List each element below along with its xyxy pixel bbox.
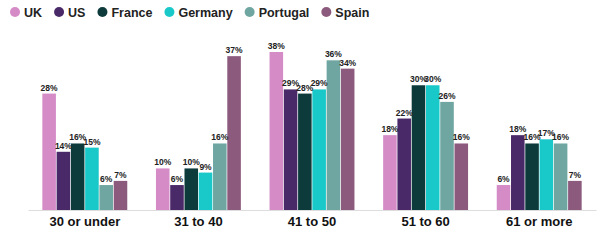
data-label: 29% (311, 78, 328, 88)
bar (440, 102, 454, 210)
data-label: 37% (226, 45, 243, 55)
data-label: 22% (396, 108, 413, 118)
x-tick-label: 51 to 60 (401, 214, 449, 229)
bar (312, 89, 326, 210)
data-label: 7% (569, 170, 582, 180)
legend-label: US (68, 6, 85, 20)
x-tick: 41 to 50 (288, 214, 336, 229)
legend-label: Portugal (259, 6, 310, 20)
legend-label: UK (24, 6, 42, 20)
legend-marker (245, 7, 255, 17)
data-label: 15% (83, 137, 100, 147)
data-label: 16% (211, 132, 228, 142)
legend-marker (10, 7, 20, 17)
bar (99, 185, 113, 210)
x-tick-label: 31 to 40 (174, 214, 222, 229)
legend-item: Germany (164, 6, 232, 20)
data-label: 34% (339, 58, 356, 68)
bar (511, 135, 525, 210)
data-label: 7% (114, 170, 127, 180)
legend: UK US France Germany Portugal Spain (10, 6, 369, 20)
bar (426, 85, 440, 210)
bar (284, 89, 298, 210)
bar (412, 85, 426, 210)
bar (57, 152, 71, 210)
bar (327, 60, 341, 210)
data-label: 6% (100, 174, 113, 184)
data-label: 30% (424, 74, 441, 84)
data-label: 6% (171, 174, 184, 184)
bar (213, 143, 227, 210)
bar (341, 69, 355, 210)
legend-label: Germany (178, 6, 232, 20)
legend-marker (97, 7, 107, 17)
legend-marker (321, 7, 331, 17)
x-tick: 30 or under (49, 214, 120, 229)
data-label: 16% (552, 132, 569, 142)
bar (184, 168, 198, 210)
legend-label: France (111, 6, 152, 20)
data-label: 16% (453, 132, 470, 142)
legend-label: Spain (335, 6, 369, 20)
x-tick: 61 or more (506, 214, 572, 229)
bar (227, 56, 241, 210)
data-label: 10% (183, 157, 200, 167)
legend-item: France (97, 6, 152, 20)
bar (397, 119, 411, 210)
legend-item: UK (10, 6, 42, 20)
bar (383, 135, 397, 210)
bar (170, 185, 184, 210)
data-label: 28% (41, 83, 58, 93)
legend-item: Portugal (245, 6, 310, 20)
bar (454, 143, 468, 210)
legend-marker (54, 7, 64, 17)
bar (114, 181, 128, 210)
data-labels: 28%10%38%18%6%14%6%29%22%18%16%10%28%30%… (41, 41, 582, 184)
bar (540, 139, 554, 210)
plot: 28%10%38%18%6%14%6%29%22%18%16%10%28%30%… (29, 41, 597, 229)
chart: 28%10%38%18%6%14%6%29%22%18%16%10%28%30%… (0, 0, 600, 239)
bar (85, 148, 99, 210)
bar (298, 94, 312, 210)
data-label: 26% (438, 91, 455, 101)
data-label: 6% (497, 174, 510, 184)
legend-marker (164, 7, 174, 17)
x-tick: 51 to 60 (401, 214, 449, 229)
data-label: 38% (268, 41, 285, 51)
x-axis-line (29, 210, 597, 211)
x-tick-label: 30 or under (49, 214, 120, 229)
bar (568, 181, 582, 210)
x-tick: 31 to 40 (174, 214, 222, 229)
bar (497, 185, 511, 210)
data-label: 18% (381, 124, 398, 134)
bar (525, 143, 539, 210)
legend-item: Spain (321, 6, 369, 20)
bar (199, 173, 213, 210)
bar (71, 143, 85, 210)
x-tick-label: 61 or more (506, 214, 572, 229)
bar (156, 168, 170, 210)
legend-item: US (54, 6, 85, 20)
x-tick-label: 41 to 50 (288, 214, 336, 229)
bar (554, 143, 568, 210)
data-label: 9% (199, 162, 212, 172)
data-label: 10% (154, 157, 171, 167)
bar (42, 94, 56, 210)
bar (270, 52, 284, 210)
bars (42, 52, 581, 210)
x-axis: 30 or under 31 to 40 41 to 50 51 to 60 61 or… (29, 211, 597, 230)
